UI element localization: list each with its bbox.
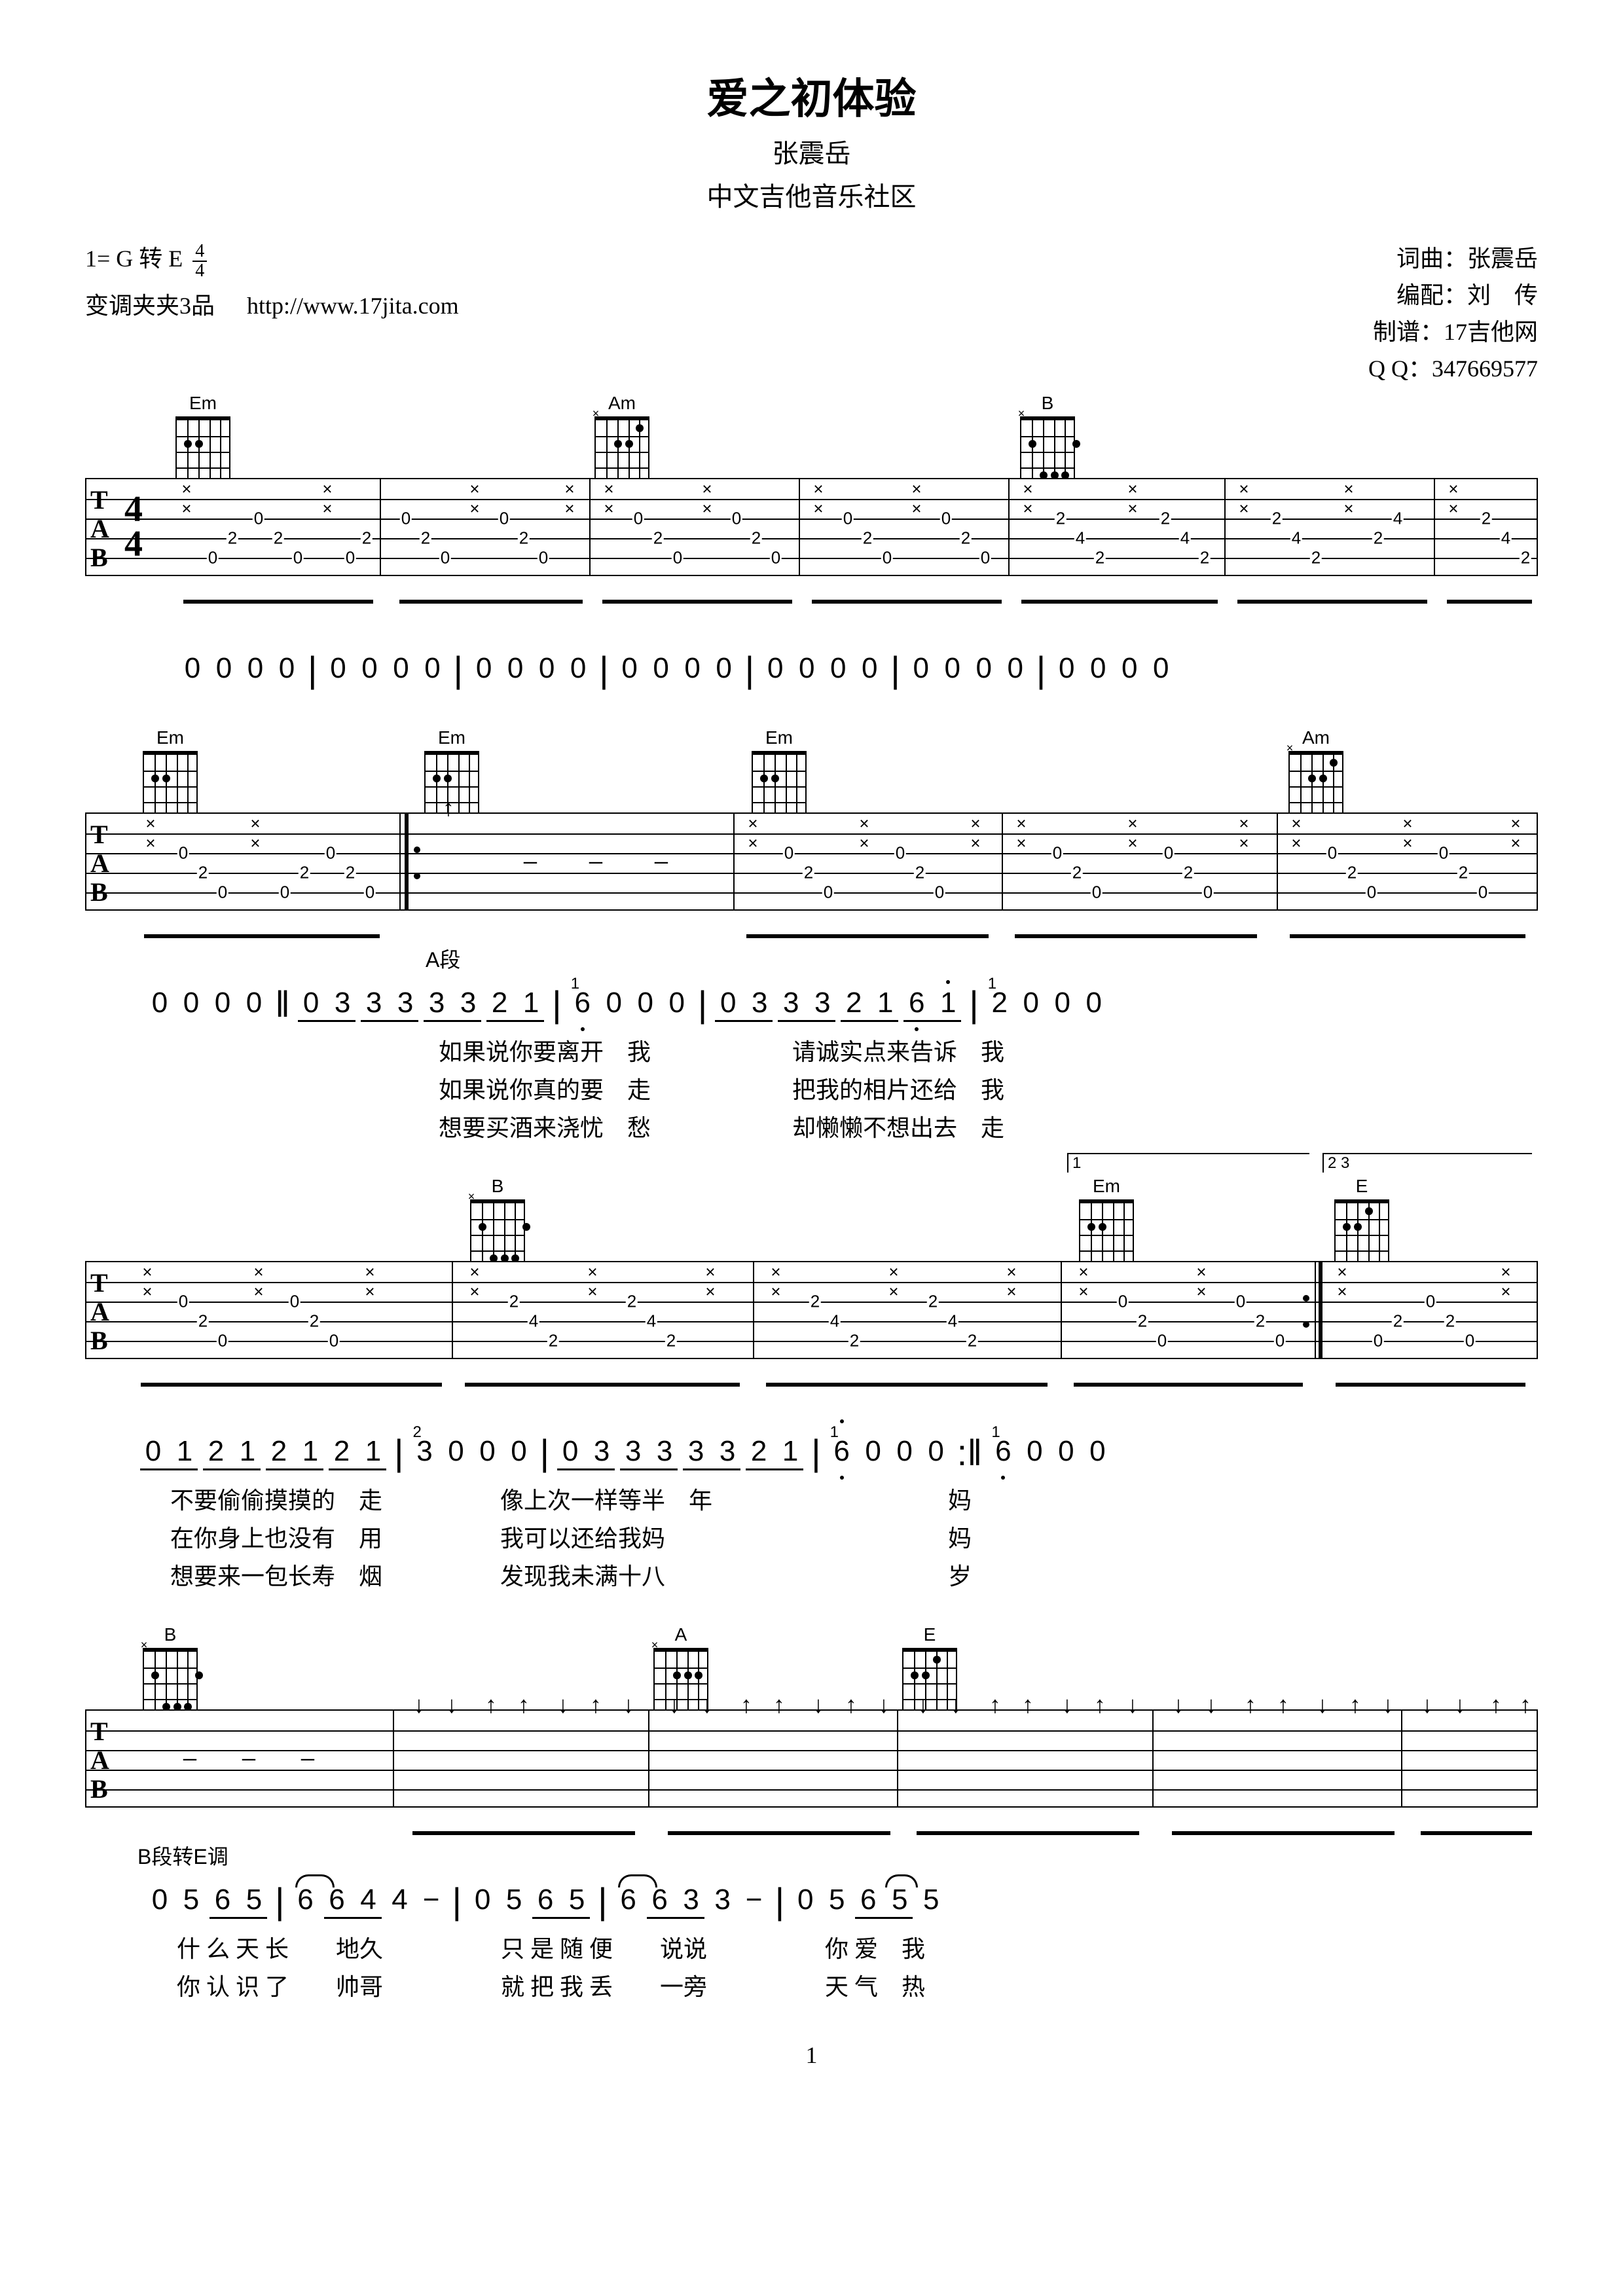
chord-name: Am bbox=[593, 393, 651, 414]
lyrics-line-3: 想要来一包长寿 烟 发现我未满十八 岁 bbox=[85, 1558, 1538, 1592]
system-2: Em Em Em Am × TAB ×× bbox=[85, 812, 1538, 1143]
capo-text: 变调夹夹3品 bbox=[85, 293, 215, 319]
chord-diagram-em: Em bbox=[173, 393, 232, 479]
credit-lyric: 词曲：张震岳 bbox=[1368, 240, 1538, 274]
lyrics-line-1: 什 么 天 长 地久 只 是 随 便 说说 你 爱 我 bbox=[85, 1930, 1538, 1964]
section-label-b: B段转E调 bbox=[137, 1840, 228, 1870]
chord-diagram-b: B × bbox=[141, 1624, 200, 1711]
jianpu-row: 0000 | 0000 | 0000 | 0000 | 0000 | 0000 … bbox=[85, 652, 1538, 695]
chord-diagram-am: Am × bbox=[1286, 727, 1345, 814]
volta-2: 2 3 bbox=[1322, 1153, 1532, 1173]
tab-staff: TAB 44 ×× 02 020 ×× 02 020 ×× 020 ×× ×× … bbox=[85, 478, 1538, 576]
lyrics-line-1: 如果说你要离开 我 请诚实点来告诉 我 bbox=[85, 1033, 1538, 1067]
credit-tab: 制谱：17吉他网 bbox=[1368, 313, 1538, 347]
tab-time-sig: 44 bbox=[124, 492, 143, 562]
page-number: 1 bbox=[85, 2041, 1538, 2069]
tab-clef: TAB bbox=[90, 820, 109, 907]
tab-clef: TAB bbox=[90, 1269, 109, 1355]
chord-name: B bbox=[468, 1176, 527, 1197]
key-signature: 1= G 转 E 4 4 bbox=[85, 240, 459, 280]
chord-name: B bbox=[1018, 393, 1077, 414]
community-name: 中文吉他音乐社区 bbox=[85, 175, 1538, 213]
chord-diagram-b: B × bbox=[468, 1176, 527, 1262]
chord-diagram-em: Em bbox=[1077, 1176, 1136, 1262]
chord-name: Am bbox=[1286, 727, 1345, 748]
chord-diagram-e: E bbox=[1332, 1176, 1391, 1262]
volta-1: 1 bbox=[1067, 1153, 1309, 1173]
credit-qq: Q Q：347669577 bbox=[1368, 350, 1538, 384]
section-label-a: A段 bbox=[426, 943, 460, 974]
chord-name: Em bbox=[422, 727, 481, 748]
lyrics-line-2: 你 认 识 了 帅哥 就 把 我 丢 一旁 天 气 热 bbox=[85, 1968, 1538, 2002]
jianpu-row: 0 5 65 | 6 64 4− | 05 65 | 6 63 3− | 05 … bbox=[85, 1884, 1538, 1926]
chord-diagram-em: Em bbox=[141, 727, 200, 814]
chord-diagram-am: Am × bbox=[593, 393, 651, 479]
lyrics-line-3: 想要买酒来浇忧 愁 却懒懒不想出去 走 bbox=[85, 1109, 1538, 1143]
chord-name: Em bbox=[1077, 1176, 1136, 1197]
lyrics-line-2: 在你身上也没有 用 我可以还给我妈 妈 bbox=[85, 1520, 1538, 1554]
system-3: B × Em E 1 2 3 TAB ×× 020 bbox=[85, 1261, 1538, 1592]
chord-name: Em bbox=[750, 727, 809, 748]
chord-diagram-em: Em bbox=[750, 727, 809, 814]
chord-name: E bbox=[1332, 1176, 1391, 1197]
jianpu-row: 0000 ‖ 03 33 33 21 | 16 000 | 03 33 21 6… bbox=[85, 987, 1538, 1029]
time-signature: 4 4 bbox=[192, 242, 207, 280]
header: 爱之初体验 张震岳 中文吉他音乐社区 bbox=[85, 65, 1538, 213]
artist-name: 张震岳 bbox=[85, 132, 1538, 170]
tab-staff: TAB ×× 020 ×× 020 ×× ×× 242 ×× 242 ×× ××… bbox=[85, 1261, 1538, 1359]
song-title: 爱之初体验 bbox=[85, 65, 1538, 126]
credit-arrange: 编配：刘 传 bbox=[1368, 276, 1538, 310]
tab-clef: TAB bbox=[90, 486, 109, 572]
source-url: http://www.17jita.com bbox=[247, 293, 459, 319]
chord-diagram-b: B × bbox=[1018, 393, 1077, 479]
time-bot: 4 bbox=[192, 262, 207, 280]
time-top: 4 bbox=[192, 242, 207, 262]
chord-name: A bbox=[651, 1624, 710, 1645]
beam-row bbox=[85, 580, 1538, 613]
system-4: B × A × E TAB − − − ↓↓ ↑↑ bbox=[85, 1709, 1538, 2002]
chord-grid: × bbox=[1020, 416, 1075, 479]
lyrics-line-1: 不要偷偷摸摸的 走 像上次一样等半 年 妈 bbox=[85, 1482, 1538, 1516]
chord-grid: × bbox=[594, 416, 649, 479]
chord-name: E bbox=[900, 1624, 959, 1645]
lyrics-line-2: 如果说你真的要 走 把我的相片还给 我 bbox=[85, 1071, 1538, 1105]
tab-staff: TAB ×× 020 ×× 02 020 ↑ − − − ×× 020 ×× bbox=[85, 812, 1538, 911]
meta-row: 1= G 转 E 4 4 变调夹夹3品 http://www.17jita.co… bbox=[85, 240, 1538, 386]
tab-staff: TAB − − − ↓↓ ↑↑ ↓↑ ↓ ↓↓ ↑↑ ↓↑ ↓ ↓↓ ↑↑ bbox=[85, 1709, 1538, 1808]
chord-grid bbox=[175, 416, 230, 479]
jianpu-row: 01 21 21 21 | 23 000 | 03 33 33 21 | 16 … bbox=[85, 1435, 1538, 1478]
key-text: 1= G 转 E bbox=[85, 246, 183, 272]
system-1: Em Am × B × bbox=[85, 478, 1538, 695]
tab-clef: TAB bbox=[90, 1717, 109, 1804]
chord-name: Em bbox=[173, 393, 232, 414]
chord-name: B bbox=[141, 1624, 200, 1645]
chord-name: Em bbox=[141, 727, 200, 748]
